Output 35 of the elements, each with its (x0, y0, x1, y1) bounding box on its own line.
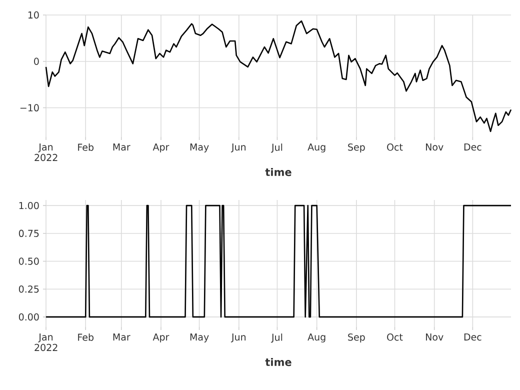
x-tick-label: Jun (230, 334, 246, 342)
x-tick-label: Jun (230, 144, 246, 152)
x-axis-title: time (265, 168, 292, 176)
x-tick-label: May (190, 334, 209, 342)
x-tick-label: Jul (271, 144, 282, 153)
x-tick-label: Sep (348, 144, 365, 153)
y-tick-label: 0.75 (18, 230, 39, 238)
x-tick-label: Mar (113, 144, 130, 151)
y-tick-label: 0.00 (18, 313, 39, 321)
x-tick-label: Aug (308, 334, 326, 342)
x-tick-label: Aug (308, 144, 326, 152)
x-tick-label: Dec (464, 334, 482, 341)
x-tick-label: Apr (152, 144, 170, 152)
y-tick-label: −10 (20, 104, 39, 112)
x-tick-label: Mar (113, 334, 130, 341)
x-tick-label: Jul (271, 334, 282, 343)
x-tick-label: Oct (387, 334, 403, 341)
x-tick-label: Feb (78, 144, 94, 151)
x-tick-label: Feb (78, 334, 94, 341)
y-tick-label: 1.00 (19, 202, 39, 210)
x-tick-label: Apr (152, 334, 170, 342)
x-tick-label: Jan 2022 (34, 334, 58, 352)
y-tick-label: 0.50 (18, 258, 39, 265)
x-tick-label: May (190, 144, 209, 152)
y-tick-label: 10 (28, 11, 39, 19)
y-tick-label: 0 (34, 58, 39, 65)
x-axis-title: time (265, 358, 292, 366)
x-tick-label: Jan 2022 (34, 144, 58, 162)
y-tick-label: 0.25 (18, 286, 39, 293)
line-series (45, 20, 512, 132)
x-tick-label: Nov (426, 334, 444, 341)
x-tick-label: Nov (426, 144, 444, 151)
x-tick-label: Oct (387, 144, 403, 151)
x-tick-label: Dec (464, 144, 482, 151)
x-tick-label: Sep (348, 334, 365, 343)
